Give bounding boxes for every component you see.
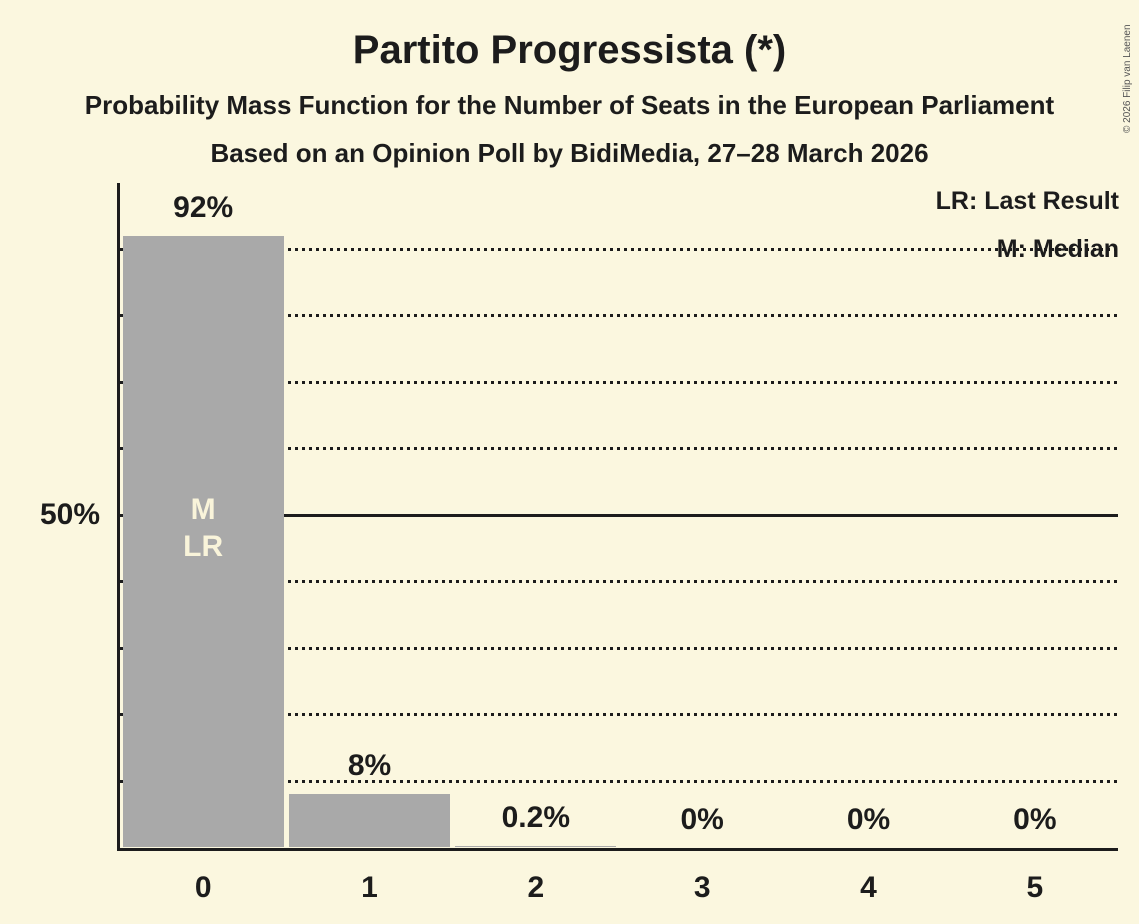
x-tick-label-seat-2: 2: [527, 871, 545, 904]
gridline-90-percent-dotted: [120, 247, 1118, 251]
y-axis-50-percent-label: 50%: [39, 498, 100, 531]
bar-value-label-seat-3: 0%: [680, 802, 724, 836]
bar-seat-1: [288, 794, 451, 848]
gridline-70-percent-dotted: [120, 380, 1118, 384]
bar-value-label-seat-4: 0%: [846, 802, 891, 836]
gridline-40-percent-dotted: [120, 580, 1118, 583]
x-tick-label-seat-1: 1: [361, 871, 378, 904]
bar-seat-0: [122, 235, 284, 848]
chart-poll-info: Based on an Opinion Poll by BidiMedia, 2…: [210, 138, 929, 168]
gridline-60-percent-dotted: [120, 447, 1118, 450]
bar-seat-2: [455, 846, 617, 848]
x-tick-label-seat-3: 3: [693, 871, 711, 904]
y-axis-line: [117, 182, 120, 851]
x-tick-label-seat-4: 4: [860, 871, 877, 904]
gridline-30-percent-dotted: [120, 646, 1118, 650]
bar-value-label-seat-2: 0.2%: [501, 801, 571, 835]
gridline-20-percent-dotted: [120, 713, 1118, 716]
gridline-80-percent-dotted: [120, 314, 1118, 317]
gridline-10-percent-dotted: [120, 779, 1118, 783]
bar-value-label-seat-0: 92%: [173, 190, 234, 224]
x-tick-label-seat-0: 0: [194, 871, 212, 904]
x-tick-label-seat-5: 5: [1026, 871, 1044, 904]
chart-subtitle: Probability Mass Function for the Number…: [84, 90, 1055, 120]
bar-value-label-seat-5: 0%: [1013, 802, 1057, 836]
bar-value-label-seat-1: 8%: [347, 749, 392, 783]
x-axis-line: [117, 847, 1118, 851]
gridline-50-percent-solid: [120, 513, 1118, 517]
legend-median: M: Median: [996, 235, 1119, 263]
chart-title: Partito Progressista (*): [352, 28, 787, 72]
legend-last-result: LR: Last Result: [935, 187, 1119, 215]
median-last-result-annotation: M LR: [183, 493, 224, 563]
